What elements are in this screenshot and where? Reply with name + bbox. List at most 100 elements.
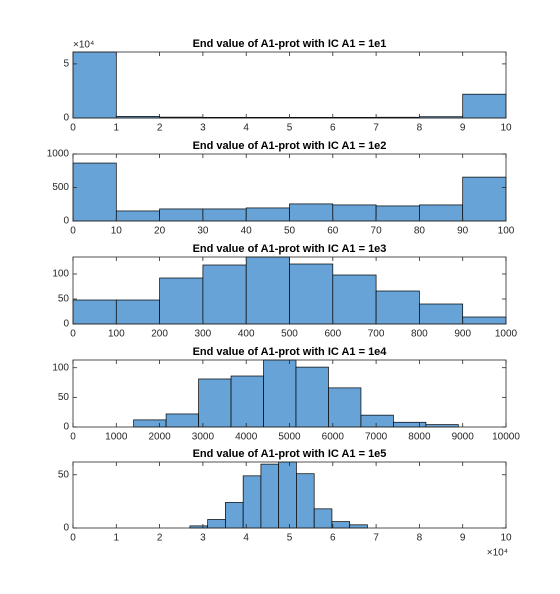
bar	[245, 256, 290, 325]
x-tick-label: 80	[414, 226, 426, 237]
x-tick-label: 1	[114, 533, 120, 544]
bar	[462, 93, 507, 119]
x-tick-label: 30	[197, 226, 209, 237]
x-tick-label: 90	[457, 226, 469, 237]
x-exponent: ×10⁴	[487, 548, 508, 559]
x-tick-label: 10	[500, 123, 512, 134]
bar	[462, 176, 507, 222]
bar	[295, 366, 329, 428]
x-tick-label: 8	[417, 533, 423, 544]
bar	[419, 204, 464, 222]
y-tick-label: 50	[58, 469, 70, 480]
bar	[115, 299, 160, 325]
bar	[313, 508, 333, 529]
bar	[133, 419, 167, 428]
x-tick-label: 3	[200, 533, 206, 544]
x-tick-label: 0	[70, 533, 76, 544]
bar	[72, 162, 117, 222]
x-tick-label: 5000	[278, 432, 301, 443]
bar	[165, 413, 199, 428]
x-tick-label: 7	[373, 533, 379, 544]
x-tick-label: 2000	[148, 432, 171, 443]
x-tick-label: 4	[243, 533, 249, 544]
bar	[202, 264, 247, 325]
x-tick-label: 6	[330, 533, 336, 544]
x-tick-label: 50	[284, 226, 296, 237]
bar	[289, 203, 334, 222]
x-tick-label: 7	[373, 123, 379, 134]
y-exponent: ×10⁴	[73, 40, 94, 51]
x-tick-label: 0	[70, 226, 76, 237]
x-tick-label: 10000	[492, 432, 520, 443]
x-tick-label: 60	[327, 226, 339, 237]
bar	[242, 475, 262, 529]
y-tick-label: 1000	[47, 149, 70, 160]
bar	[289, 263, 334, 325]
x-tick-label: 2	[157, 123, 163, 134]
x-tick-label: 400	[238, 329, 255, 340]
bar	[207, 519, 226, 529]
bar	[202, 208, 247, 222]
axes-background	[73, 52, 506, 118]
bar	[360, 414, 394, 428]
y-tick-label: 100	[52, 362, 69, 373]
x-tick-label: 70	[371, 226, 383, 237]
x-tick-label: 2	[157, 533, 163, 544]
y-tick-label: 0	[63, 319, 69, 330]
y-tick-label: 5	[63, 59, 69, 70]
x-tick-label: 0	[70, 123, 76, 134]
x-tick-label: 800	[411, 329, 428, 340]
x-tick-label: 1	[114, 123, 120, 134]
bar	[263, 359, 297, 428]
x-tick-label: 3000	[192, 432, 215, 443]
y-tick-label: 500	[52, 182, 69, 193]
x-tick-label: 0	[70, 432, 76, 443]
chart-title: End value of A1-prot with IC A1 = 1e1	[193, 38, 387, 50]
bar	[225, 502, 244, 529]
y-tick-label: 0	[63, 422, 69, 433]
bar	[349, 524, 368, 529]
x-tick-label: 6000	[322, 432, 345, 443]
bar	[332, 274, 377, 325]
x-tick-label: 5	[287, 123, 293, 134]
x-tick-label: 900	[454, 329, 471, 340]
chart-title: End value of A1-prot with IC A1 = 1e3	[193, 243, 387, 255]
x-tick-label: 4	[243, 123, 249, 134]
bar	[419, 303, 464, 325]
x-tick-label: 6	[330, 123, 336, 134]
bar	[375, 205, 420, 222]
bar	[115, 210, 160, 222]
x-tick-label: 300	[195, 329, 212, 340]
chart-title: End value of A1-prot with IC A1 = 1e5	[193, 448, 387, 460]
y-tick-label: 50	[58, 294, 70, 305]
bar	[278, 461, 297, 529]
x-tick-label: 9000	[452, 432, 475, 443]
y-tick-label: 100	[52, 269, 69, 280]
x-tick-label: 9	[460, 533, 466, 544]
x-tick-label: 5	[287, 533, 293, 544]
bar	[260, 463, 280, 529]
bar	[462, 316, 507, 325]
x-tick-label: 4000	[235, 432, 258, 443]
y-tick-label: 50	[58, 392, 70, 403]
bar	[159, 277, 204, 325]
x-tick-label: 100	[498, 226, 515, 237]
bar	[375, 290, 420, 325]
bar	[198, 378, 232, 428]
x-tick-label: 40	[241, 226, 253, 237]
bar	[230, 375, 264, 428]
chart-title: End value of A1-prot with IC A1 = 1e4	[193, 346, 388, 358]
x-tick-label: 9	[460, 123, 466, 134]
x-tick-label: 8	[417, 123, 423, 134]
bar	[331, 521, 351, 529]
x-tick-label: 10	[500, 533, 512, 544]
y-tick-label: 0	[63, 523, 69, 534]
x-tick-label: 100	[108, 329, 125, 340]
bar	[72, 299, 117, 325]
x-tick-label: 200	[151, 329, 168, 340]
x-tick-label: 8000	[408, 432, 431, 443]
x-tick-label: 20	[154, 226, 166, 237]
chart-title: End value of A1-prot with IC A1 = 1e2	[193, 140, 387, 152]
bar	[245, 207, 290, 222]
